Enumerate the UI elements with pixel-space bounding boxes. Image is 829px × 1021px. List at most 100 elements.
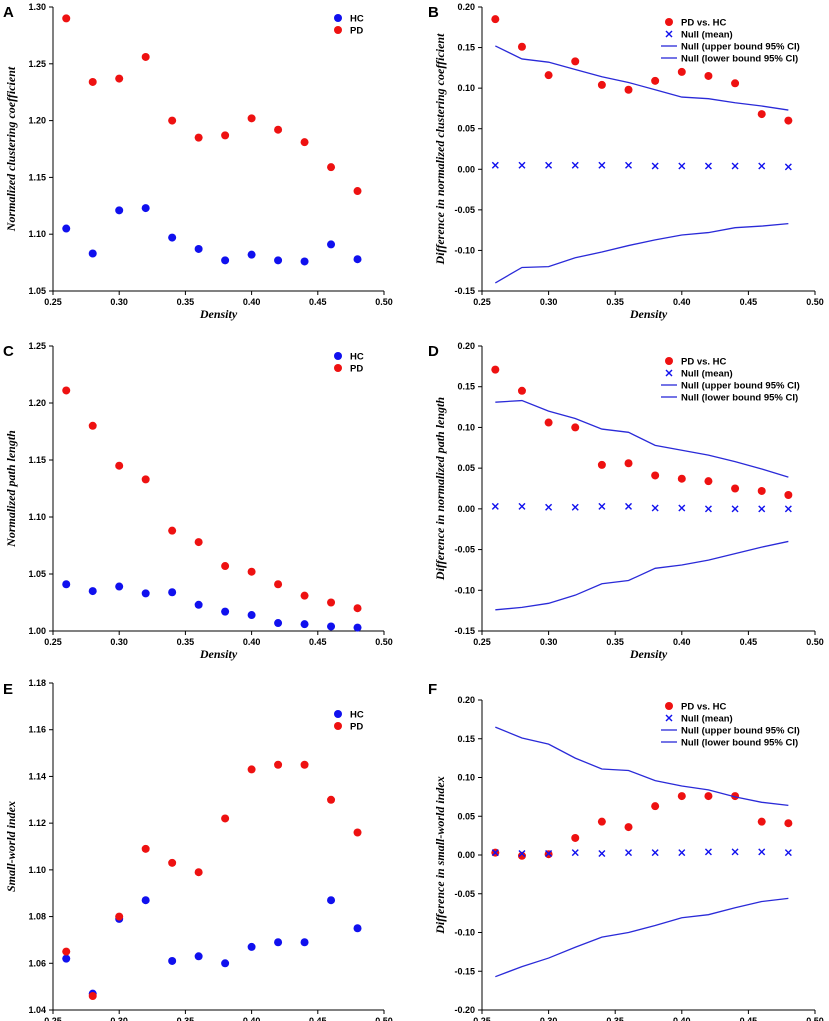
- legend-item: HC: [334, 710, 364, 721]
- data-point: [651, 471, 660, 480]
- data-point: [704, 71, 713, 80]
- x-tick-label: 0.30: [110, 637, 128, 647]
- y-tick-label: 0.20: [457, 2, 475, 12]
- legend-item: PD: [334, 26, 363, 37]
- legend-label: HC: [350, 14, 364, 25]
- y-tick-label: 1.20: [28, 116, 46, 126]
- legend-label: PD: [350, 722, 363, 733]
- data-point-cross: [784, 163, 792, 171]
- series-pd: [62, 760, 362, 1000]
- data-point-cross: [518, 161, 526, 169]
- data-point: [247, 942, 256, 951]
- data-point-cross: [758, 505, 766, 513]
- panel-a: A 0.25 0.30 0.35 0.40 0.45 0.50 1.05 1.10 1.15 1.2…: [3, 2, 393, 321]
- series-pd: [62, 386, 362, 613]
- legend-label: Null (lower bound 95% CI): [681, 54, 798, 65]
- cross-stroke: [598, 502, 606, 510]
- data-point-cross: [651, 849, 659, 857]
- y-axis-title: Difference in normalized clustering coef…: [433, 33, 447, 266]
- series-null-upper-bound-95-ci: [495, 726, 789, 807]
- series-null-upper-bound-95-ci: [495, 45, 789, 111]
- data-point: [704, 477, 713, 486]
- data-point: [274, 760, 283, 769]
- cross-stroke: [571, 503, 579, 511]
- legend-label: PD: [350, 364, 363, 375]
- legend-item: Null (mean): [665, 369, 733, 380]
- data-point: [221, 814, 230, 823]
- series-pd-vs-hc: [491, 15, 793, 125]
- y-tick-label: 1.06: [28, 958, 46, 968]
- legend-item: Null (mean): [665, 714, 733, 725]
- data-point-cross: [571, 849, 579, 857]
- data-point: [677, 792, 686, 801]
- data-point: [757, 486, 766, 495]
- y-tick-label: 1.25: [28, 59, 46, 69]
- data-point: [88, 587, 97, 596]
- data-point: [784, 491, 793, 500]
- data-point-cross: [758, 162, 766, 170]
- legend-item: Null (lower bound 95% CI): [661, 393, 798, 404]
- data-point: [624, 459, 633, 468]
- y-tick-label: 1.15: [28, 172, 46, 182]
- cross-stroke: [598, 161, 606, 169]
- data-point: [194, 952, 203, 961]
- data-point: [141, 896, 150, 905]
- x-tick-label: 0.25: [473, 297, 491, 307]
- data-point: [597, 817, 606, 826]
- x-tick-label: 0.45: [740, 297, 758, 307]
- data-point: [194, 868, 203, 877]
- data-point: [624, 823, 633, 832]
- data-point-cross: [625, 502, 633, 510]
- cross-stroke: [651, 162, 659, 170]
- data-point: [274, 256, 283, 265]
- x-tick-label: 0.45: [309, 637, 327, 647]
- x-tick-label: 0.45: [309, 297, 327, 307]
- data-point-cross: [731, 848, 739, 856]
- data-point: [757, 110, 766, 119]
- data-point: [517, 386, 526, 395]
- data-point-cross: [731, 505, 739, 513]
- data-point: [300, 591, 309, 600]
- y-tick-label: 1.30: [28, 2, 46, 12]
- y-tick-label: 1.14: [28, 771, 46, 781]
- panel-letter-c: C: [3, 343, 14, 360]
- data-point: [597, 80, 606, 89]
- y-tick-label: 1.05: [28, 286, 46, 296]
- legend-item: PD vs. HC: [665, 357, 727, 368]
- y-tick-label: -0.15: [454, 626, 475, 636]
- cross-stroke: [651, 504, 659, 512]
- x-tick-label: 0.40: [673, 1016, 691, 1021]
- y-tick-label: 1.25: [28, 341, 46, 351]
- y-tick-label: 0.10: [457, 422, 475, 432]
- x-tick-label: 0.35: [606, 1016, 624, 1021]
- legend-swatch-dot: [334, 710, 342, 718]
- data-point-cross: [545, 503, 553, 511]
- x-tick-label: 0.35: [606, 637, 624, 647]
- y-tick-label: -0.05: [454, 889, 475, 899]
- cross-stroke: [784, 163, 792, 171]
- data-point: [194, 244, 203, 253]
- x-tick-label: 0.50: [375, 637, 393, 647]
- x-tick-label: 0.45: [740, 637, 758, 647]
- y-tick-label: 0.20: [457, 695, 475, 705]
- x-tick-label: 0.40: [243, 637, 261, 647]
- legend-label: Null (mean): [681, 30, 733, 41]
- data-point-cross: [784, 849, 792, 857]
- y-tick-label: 1.10: [28, 865, 46, 875]
- cross-stroke: [731, 162, 739, 170]
- data-point-cross: [625, 161, 633, 169]
- y-tick-label: 1.08: [28, 912, 46, 922]
- legend-label: PD vs. HC: [681, 18, 727, 29]
- cross-stroke: [678, 849, 686, 857]
- y-axis-title: Difference in normalized path length: [433, 397, 447, 581]
- x-tick-label: 0.35: [177, 1016, 195, 1021]
- cross-stroke: [784, 849, 792, 857]
- legend-item: PD vs. HC: [665, 18, 727, 29]
- series-null-mean: [491, 848, 792, 857]
- data-point-cross: [571, 503, 579, 511]
- x-tick-label: 0.30: [540, 297, 558, 307]
- data-point: [115, 912, 124, 921]
- data-point: [327, 622, 336, 631]
